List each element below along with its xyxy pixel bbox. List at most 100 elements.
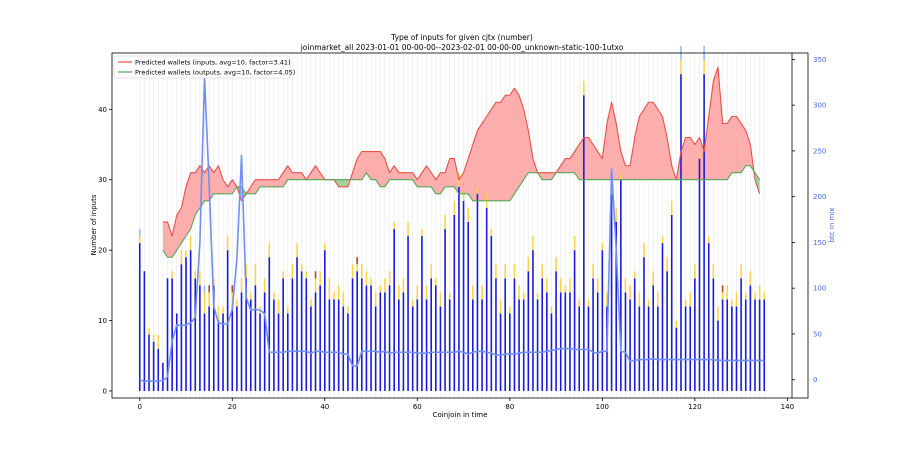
bar-cap: [472, 285, 474, 300]
bar: [707, 243, 710, 391]
bar-cap: [684, 299, 687, 307]
bar-cap: [509, 306, 511, 314]
bar-cap: [148, 327, 150, 335]
bar-cap: [208, 285, 210, 293]
bar: [532, 250, 534, 391]
fill-inputs-above: [412, 172, 418, 187]
bar-cap: [185, 250, 187, 258]
bar-cap: [740, 264, 742, 279]
bar: [647, 306, 650, 391]
fill-inputs-above: [560, 158, 566, 173]
bar-cap: [157, 334, 160, 349]
bar: [744, 299, 747, 391]
bar: [171, 278, 173, 391]
fill-inputs-above: [741, 123, 746, 173]
fill-inputs-above: [232, 179, 237, 194]
fill-inputs-above: [394, 165, 399, 180]
fill-inputs-above: [736, 116, 742, 173]
bar: [310, 306, 312, 391]
bar: [203, 313, 206, 391]
bar-cap: [592, 264, 594, 279]
fill-inputs-above: [181, 186, 187, 244]
bar-cap: [333, 292, 335, 300]
y2-tick-label: 250: [813, 147, 826, 155]
y-tick-label: 10: [98, 317, 107, 325]
bar-cap: [703, 60, 705, 75]
bar: [726, 299, 729, 391]
y-tick-label: 30: [98, 176, 107, 184]
bar: [754, 299, 756, 391]
plot-frame: [111, 52, 809, 399]
fill-inputs-above: [380, 151, 385, 187]
bar-cap: [374, 292, 377, 307]
bar-cap: [624, 278, 627, 293]
bar: [509, 313, 511, 391]
bar-cap: [268, 243, 271, 258]
x-tick-label: 60: [413, 403, 422, 411]
bar-cap: [698, 151, 701, 159]
bar: [670, 214, 673, 391]
bar-cap: [596, 278, 599, 293]
bar-cap: [189, 236, 192, 251]
bar-cap: [657, 292, 659, 307]
bar-cap: [300, 264, 303, 272]
bar: [282, 278, 284, 391]
bar-cap: [226, 236, 229, 251]
bar-cap: [370, 278, 372, 286]
fill-inputs-above: [421, 165, 427, 187]
fill-outputs-above: [343, 179, 348, 187]
fill-inputs-above: [458, 172, 464, 194]
bar-cap: [212, 278, 215, 286]
bar: [291, 278, 294, 391]
bar: [638, 306, 641, 391]
bar-cap: [254, 264, 257, 286]
x-tick-label: 80: [505, 403, 514, 411]
fill-inputs-above: [583, 137, 589, 180]
bar-cap: [726, 285, 729, 300]
bar: [236, 306, 238, 391]
bar: [222, 313, 224, 391]
fill-inputs-above: [172, 214, 177, 258]
bar-cap: [620, 172, 622, 180]
bar: [189, 250, 192, 391]
bar: [407, 236, 409, 391]
fill-inputs-above: [616, 123, 621, 180]
fill-inputs-above: [468, 144, 473, 201]
y2-tick-label: 100: [813, 285, 826, 293]
y-tick-label: 20: [98, 247, 107, 255]
bar-cap: [411, 299, 414, 307]
bar: [657, 306, 659, 391]
bar-cap: [314, 278, 317, 293]
bar: [495, 278, 497, 391]
bar-cap: [633, 271, 636, 279]
fill-inputs-above: [310, 165, 316, 180]
bar-cap: [546, 278, 548, 293]
bar-cap: [435, 278, 437, 286]
bar: [661, 243, 664, 391]
bar: [573, 250, 576, 391]
bar: [633, 278, 636, 391]
fill-inputs-above: [223, 179, 228, 194]
bar-cap: [522, 292, 525, 300]
bar-cap: [735, 292, 738, 307]
bar-cap: [430, 264, 432, 279]
fill-inputs-above: [685, 137, 691, 180]
fill-inputs-above: [704, 116, 709, 180]
bar: [550, 313, 553, 391]
fill-inputs-above: [227, 179, 233, 194]
bar-cap: [499, 299, 502, 314]
fill-inputs-above: [482, 116, 487, 201]
fill-inputs-above: [357, 151, 362, 180]
bar: [559, 292, 562, 391]
fill-inputs-above: [731, 116, 737, 173]
bar: [472, 299, 474, 391]
bar-cap: [518, 285, 520, 300]
bar-cap: [541, 264, 544, 279]
bar: [374, 306, 377, 391]
bar: [439, 306, 442, 391]
bar-cap: [439, 292, 442, 307]
y-axis-left: 0 10 20 30 40: [98, 106, 112, 395]
bar: [592, 278, 594, 391]
bar: [583, 95, 585, 391]
